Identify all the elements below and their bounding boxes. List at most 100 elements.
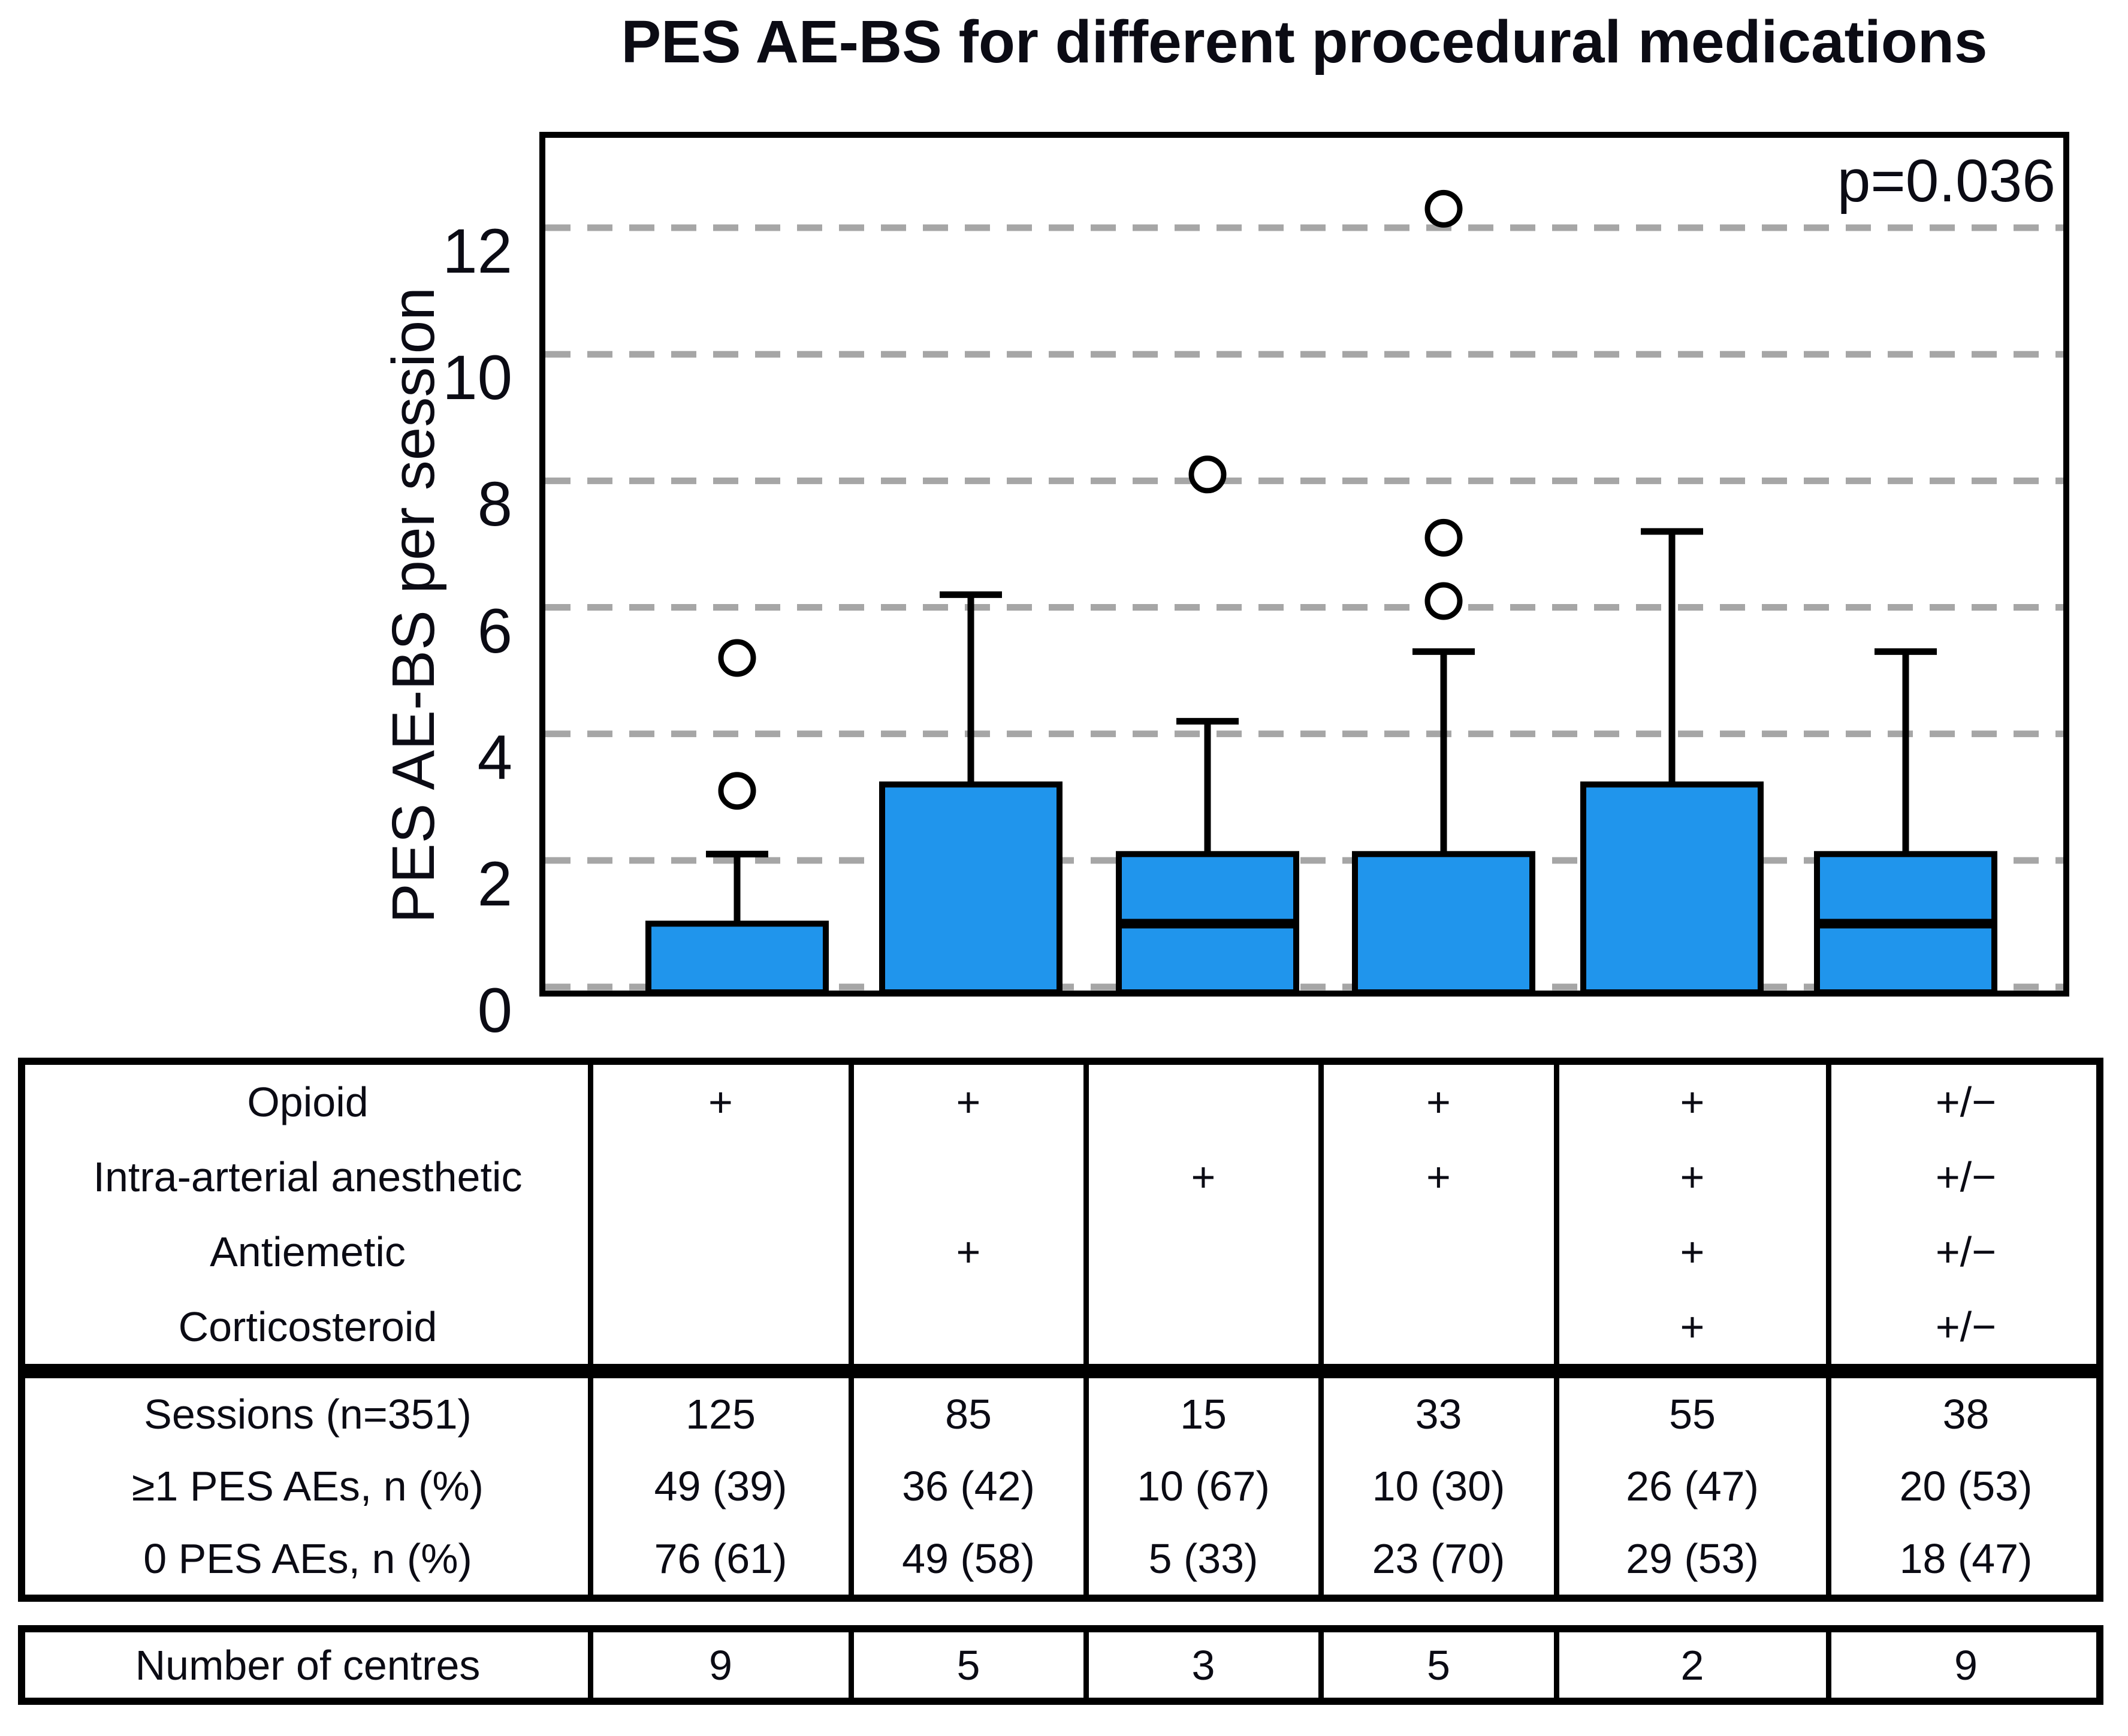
table-column-divider	[849, 1065, 854, 1364]
table-cell: +	[956, 1079, 981, 1126]
table-cell: 10 (30)	[1372, 1463, 1505, 1510]
table-cell: +	[1426, 1079, 1451, 1126]
table-cell: +/−	[1935, 1154, 1997, 1201]
row-label: ≥1 PES AEs, n (%)	[132, 1463, 484, 1510]
table-column-divider	[849, 1378, 854, 1595]
table-row: ≥1 PES AEs, n (%) 49 (39) 36 (42) 10 (67) 10…	[25, 1450, 2096, 1522]
table-cell: +/−	[1935, 1079, 1997, 1126]
table-cell: 2	[1680, 1641, 1704, 1689]
table-cell: +	[1191, 1154, 1216, 1201]
table-column-divider	[1826, 1065, 1831, 1364]
y-tick-label: 4	[477, 722, 512, 793]
table-cell: +	[1680, 1303, 1705, 1350]
table-column-divider	[849, 1632, 854, 1698]
table-cell	[1113, 1289, 1293, 1364]
table-cell: 5 (33)	[1148, 1535, 1258, 1582]
table-column-divider	[1826, 1378, 1831, 1595]
table-row: Antiemetic + + +/−	[25, 1215, 2096, 1290]
table-cell	[1349, 1215, 1529, 1290]
table-cell: 20 (53)	[1899, 1463, 2033, 1510]
statistics-table: Sessions (n=351) 125 85 15 33 55 38 ≥1 PES AEs,…	[18, 1371, 2103, 1602]
table-column-divider	[588, 1632, 593, 1698]
table-cell	[631, 1215, 811, 1290]
row-label: Opioid	[247, 1079, 369, 1126]
y-tick-label: 12	[442, 216, 512, 287]
table-cell	[879, 1140, 1058, 1215]
row-label: Corticosteroid	[178, 1303, 437, 1350]
table-cell: +	[708, 1079, 733, 1126]
table-cell: 38	[1942, 1391, 1990, 1438]
table-row: Corticosteroid + +/−	[25, 1289, 2096, 1364]
y-tick-label: 2	[477, 849, 512, 919]
table-column-divider	[1083, 1378, 1089, 1595]
y-tick-label: 6	[477, 596, 512, 666]
outlier-point	[1424, 189, 1463, 228]
table-cell: 33	[1415, 1391, 1462, 1438]
table-cell	[1113, 1215, 1293, 1290]
table-cell: +	[1680, 1079, 1705, 1126]
box	[1580, 781, 1764, 996]
medications-table: Opioid + + + + +/− Intra-arterial anesthetic + +…	[18, 1058, 2103, 1371]
table-cell: +	[1680, 1228, 1705, 1275]
table-cell: +/−	[1935, 1228, 1997, 1275]
y-tick-label: 8	[477, 469, 512, 540]
table-cell: 10 (67)	[1137, 1463, 1270, 1510]
y-tick-label: 0	[477, 976, 512, 1046]
table-cell: 49 (39)	[654, 1463, 787, 1510]
table-column-divider	[588, 1378, 593, 1595]
table-column-divider	[1318, 1065, 1324, 1364]
table-cell	[1349, 1289, 1529, 1364]
y-tick-label: 10	[442, 343, 512, 413]
box	[1352, 851, 1535, 995]
table-column-divider	[588, 1065, 593, 1364]
table-cell	[631, 1140, 811, 1215]
table-row: Sessions (n=351) 125 85 15 33 55 38	[25, 1378, 2096, 1450]
table-cell: +/−	[1935, 1303, 1997, 1350]
table-column-divider	[1554, 1632, 1559, 1698]
table-cell: 125	[686, 1391, 756, 1438]
row-label: Number of centres	[135, 1641, 481, 1689]
outlier-point	[1188, 455, 1227, 494]
table-cell: 15	[1180, 1391, 1227, 1438]
centres-table: Number of centres 9 5 3 5 2 9	[18, 1625, 2103, 1705]
row-label: Sessions (n=351)	[144, 1391, 472, 1438]
table-cell: 49 (58)	[902, 1535, 1035, 1582]
table-column-divider	[1083, 1065, 1089, 1364]
outlier-point	[1424, 582, 1463, 620]
row-label: Antiemetic	[210, 1228, 406, 1275]
row-label: Intra-arterial anesthetic	[93, 1154, 523, 1201]
table-cell: 29 (53)	[1626, 1535, 1759, 1582]
outlier-point	[718, 772, 756, 810]
table-cell: +	[1680, 1154, 1705, 1201]
table-cell: 9	[1954, 1641, 1978, 1689]
table-cell: 55	[1669, 1391, 1716, 1438]
chart-title: PES AE-BS for different procedural medic…	[621, 8, 1988, 76]
table-cell: 5	[956, 1641, 980, 1689]
box	[879, 781, 1063, 996]
p-value-label: p=0.036	[1837, 147, 2055, 215]
table-row: Intra-arterial anesthetic + + + +/−	[25, 1140, 2096, 1215]
table-cell: 26 (47)	[1626, 1463, 1759, 1510]
table-cell: 36 (42)	[902, 1463, 1035, 1510]
table-column-divider	[1083, 1632, 1089, 1698]
table-row: Opioid + + + + +/−	[25, 1065, 2096, 1140]
boxplot-canvas	[539, 132, 2069, 997]
outlier-point	[718, 639, 756, 677]
table-cell: 85	[945, 1391, 992, 1438]
table-column-divider	[1826, 1632, 1831, 1698]
plot-border	[539, 132, 2069, 997]
table-cell: 18 (47)	[1899, 1535, 2033, 1582]
table-cell: +	[1426, 1154, 1451, 1201]
table-cell: +	[956, 1228, 981, 1275]
table-row: 0 PES AEs, n (%) 76 (61) 49 (58) 5 (33) 23 (…	[25, 1523, 2096, 1595]
table-cell: 76 (61)	[654, 1535, 787, 1582]
table-column-divider	[1318, 1632, 1324, 1698]
table-cell: 5	[1427, 1641, 1450, 1689]
table-row: Number of centres 9 5 3 5 2 9	[25, 1632, 2096, 1698]
table-column-divider	[1554, 1378, 1559, 1595]
table-column-divider	[1318, 1378, 1324, 1595]
table-cell	[1113, 1065, 1293, 1140]
table-cell	[879, 1289, 1058, 1364]
table-column-divider	[1554, 1065, 1559, 1364]
